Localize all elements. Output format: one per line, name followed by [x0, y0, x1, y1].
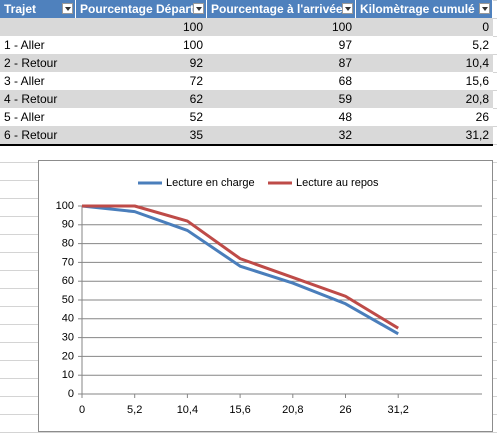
- x-tick-label: 26: [339, 404, 351, 416]
- column-header: Pourcentage à l'arrivée: [207, 0, 356, 18]
- table-cell: 5 - Aller: [4, 110, 45, 124]
- column-header: Trajet: [0, 0, 76, 18]
- table-cell: 3 - Aller: [4, 74, 45, 88]
- row-band: [0, 18, 493, 36]
- y-tick-label: 50: [62, 294, 74, 306]
- table-cell: 92: [189, 56, 203, 70]
- column-header: Kilomètrage cumulé: [356, 0, 493, 18]
- legend-label: Lecture en charge: [166, 177, 255, 189]
- table-cell: 1 - Aller: [4, 38, 45, 52]
- table-cell: 5,2: [472, 38, 489, 52]
- legend-label: Lecture au repos: [296, 177, 379, 189]
- table-cell: 10,4: [465, 56, 489, 70]
- y-tick-label: 60: [62, 275, 74, 287]
- table-cell: 72: [189, 74, 203, 88]
- filter-button[interactable]: [479, 3, 490, 14]
- table-cell: 68: [338, 74, 352, 88]
- row-band: [0, 108, 493, 126]
- y-tick-label: 90: [62, 219, 74, 231]
- y-tick-label: 30: [62, 332, 74, 344]
- table-cell: 20,8: [465, 92, 489, 106]
- y-tick-label: 80: [62, 238, 74, 250]
- table-cell: [0, 18, 76, 36]
- filter-button[interactable]: [62, 3, 73, 14]
- table-cell: 15,6: [465, 74, 489, 88]
- table-cell: 59: [338, 92, 352, 106]
- table-cell: 97: [338, 38, 352, 52]
- row-band: [0, 36, 493, 54]
- table-cell: 62: [189, 92, 203, 106]
- y-tick-label: 10: [62, 369, 74, 381]
- row-band: [0, 72, 493, 90]
- x-tick-label: 0: [79, 404, 85, 416]
- table-cell: 0: [482, 20, 489, 34]
- y-tick-label: 0: [68, 388, 74, 400]
- table-cell: 100: [182, 38, 203, 52]
- table-cell: 52: [189, 110, 203, 124]
- row-band: [0, 54, 493, 72]
- table-cell: 6 - Retour: [4, 128, 58, 142]
- chart-frame: [38, 160, 493, 432]
- x-tick-label: 15,6: [229, 404, 250, 416]
- y-tick-label: 20: [62, 350, 74, 362]
- y-tick-label: 100: [56, 200, 74, 212]
- table-cell: 48: [338, 110, 352, 124]
- table-cell: 100: [182, 20, 203, 34]
- table-cell: 100: [331, 20, 352, 34]
- filter-button[interactable]: [193, 3, 204, 14]
- x-tick-label: 5,2: [127, 404, 142, 416]
- x-tick-label: 20,8: [282, 404, 303, 416]
- filter-button[interactable]: [342, 3, 353, 14]
- table-bottom-border: [0, 144, 493, 146]
- series-line: [82, 204, 399, 330]
- column-header: Pourcentage Départ: [76, 0, 207, 18]
- table-cell: 4 - Retour: [4, 92, 58, 106]
- row-band: [0, 126, 493, 144]
- row-band: [0, 90, 493, 108]
- x-tick-label: 31,2: [387, 404, 408, 416]
- table-cell: 35: [189, 128, 203, 142]
- table-cell: 87: [338, 56, 352, 70]
- y-tick-label: 40: [62, 313, 74, 325]
- y-tick-label: 70: [62, 256, 74, 268]
- series-line: [81, 204, 399, 336]
- table-cell: 2 - Retour: [4, 56, 58, 70]
- table-cell: 26: [475, 110, 489, 124]
- x-tick-label: 10,4: [177, 404, 198, 416]
- table-cell: 31,2: [465, 128, 489, 142]
- table-cell: 32: [338, 128, 352, 142]
- chart: 0 10 20 30 40 50 60 70 80 90 100 0 5,2 10,4 15,6 20,8 26…: [38, 160, 493, 432]
